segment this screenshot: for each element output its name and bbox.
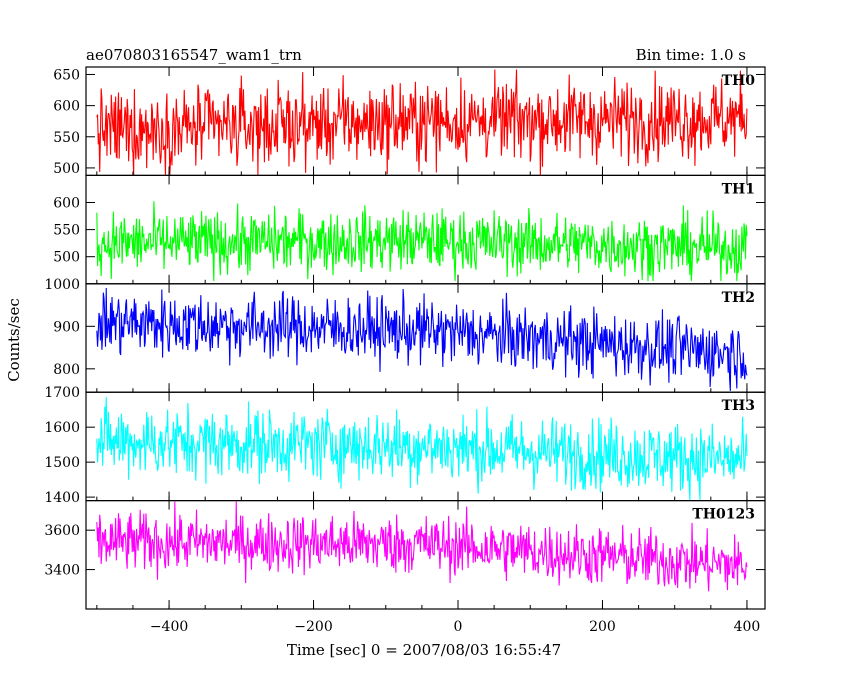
panel-th2: 800 900 1000 TH2 <box>44 277 766 393</box>
x-axis-title: Time [sec] 0 = 2007/08/03 16:55:47 <box>287 641 561 659</box>
panel-label-th1: TH1 <box>722 181 755 197</box>
series-line-th2 <box>96 288 748 391</box>
panel-th0123: 3400 3600 TH0123 <box>44 500 766 610</box>
y-tick-label: 3600 <box>44 523 80 539</box>
y-tick-label: 900 <box>53 319 80 335</box>
x-tick-label: 0 <box>454 619 463 635</box>
x-tick-label: 400 <box>734 619 761 635</box>
y-tick-label: 650 <box>53 67 80 83</box>
panel-th0: 500 550 600 650 TH0 <box>53 66 766 177</box>
y-tick-label: 1700 <box>44 385 80 401</box>
series-line-th1 <box>96 201 748 282</box>
y-tick-label: 550 <box>53 130 80 146</box>
x-tick-label: 200 <box>589 619 616 635</box>
y-tick-label: 600 <box>53 99 80 115</box>
chart-title: ae070803165547_wam1_trn <box>86 46 302 64</box>
panel-th1: 500 550 600 TH1 <box>53 174 766 285</box>
y-tick-label: 500 <box>53 250 80 266</box>
y-tick-label: 3400 <box>44 563 80 579</box>
bin-time-label: Bin time: 1.0 s <box>636 46 746 64</box>
y-tick-label: 550 <box>53 223 80 239</box>
panel-label-th0123: TH0123 <box>692 507 755 523</box>
y-tick-label: 1600 <box>44 420 80 436</box>
y-tick-label: 800 <box>53 362 80 378</box>
series-line-th0123 <box>96 501 748 592</box>
x-tick-label: −400 <box>150 619 188 635</box>
panel-label-th2: TH2 <box>722 290 755 306</box>
y-tick-label: 500 <box>53 161 80 177</box>
x-tick-label: −200 <box>294 619 332 635</box>
panel-label-th3: TH3 <box>722 398 755 414</box>
panel-label-th0: TH0 <box>722 73 756 89</box>
panel-frame <box>85 500 766 610</box>
y-tick-label: 1500 <box>44 455 80 471</box>
series-line-th0 <box>96 69 748 176</box>
y-tick-label: 1000 <box>44 277 80 293</box>
y-axis-title: Counts/sec <box>5 298 23 382</box>
y-tick-label: 600 <box>53 196 80 212</box>
y-tick-label: 1400 <box>44 490 80 506</box>
series-line-th3 <box>96 397 748 500</box>
panel-th3: 1400 1500 1600 1700 TH3 <box>44 385 766 506</box>
